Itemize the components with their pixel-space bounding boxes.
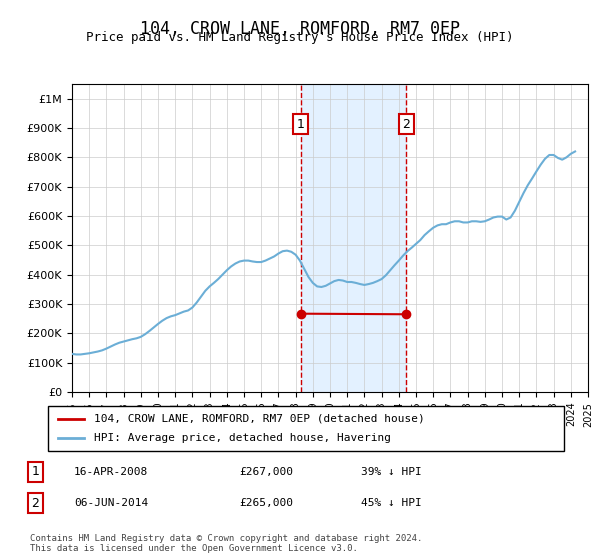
Text: Contains HM Land Registry data © Crown copyright and database right 2024.
This d: Contains HM Land Registry data © Crown c… [30, 534, 422, 553]
Text: 39% ↓ HPI: 39% ↓ HPI [361, 467, 422, 477]
Text: 2: 2 [32, 497, 40, 510]
Text: 104, CROW LANE, ROMFORD, RM7 0EP: 104, CROW LANE, ROMFORD, RM7 0EP [140, 20, 460, 38]
FancyBboxPatch shape [48, 406, 564, 451]
Text: 1: 1 [32, 465, 40, 478]
Text: 2: 2 [402, 118, 410, 130]
Bar [301, 84, 406, 392]
Text: £267,000: £267,000 [240, 467, 294, 477]
Text: 1: 1 [296, 118, 305, 130]
Text: 16-APR-2008: 16-APR-2008 [74, 467, 148, 477]
Text: 45% ↓ HPI: 45% ↓ HPI [361, 498, 422, 508]
Text: £265,000: £265,000 [240, 498, 294, 508]
Text: 104, CROW LANE, ROMFORD, RM7 0EP (detached house): 104, CROW LANE, ROMFORD, RM7 0EP (detach… [94, 413, 425, 423]
Text: HPI: Average price, detached house, Havering: HPI: Average price, detached house, Have… [94, 433, 391, 444]
Text: Price paid vs. HM Land Registry's House Price Index (HPI): Price paid vs. HM Land Registry's House … [86, 31, 514, 44]
Text: 06-JUN-2014: 06-JUN-2014 [74, 498, 148, 508]
